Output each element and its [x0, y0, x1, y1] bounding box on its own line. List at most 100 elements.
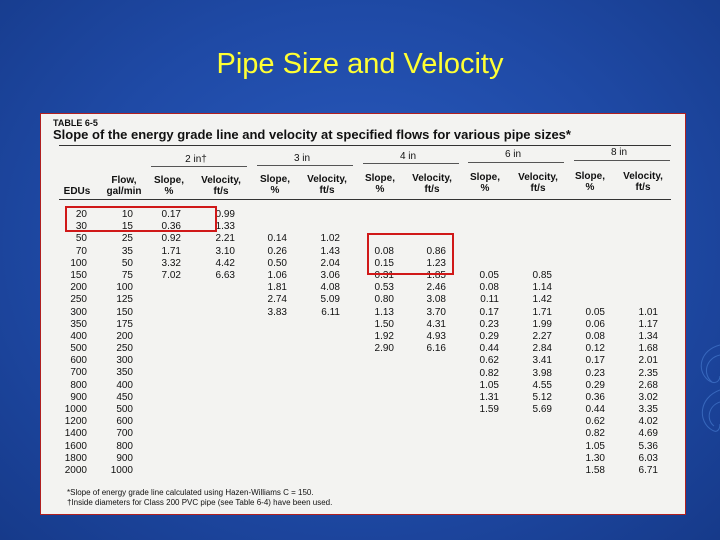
- table-cell: 1.01: [638, 306, 658, 318]
- table-cell: 5.12: [532, 391, 552, 403]
- table-cell: 200: [116, 330, 133, 342]
- table-cell: 1.99: [532, 318, 552, 330]
- swirl-decoration: [700, 344, 720, 432]
- table-cell: 0.82: [479, 367, 499, 379]
- header-velocity: Velocity, ft/s: [307, 174, 347, 196]
- table-cell: 700: [70, 367, 87, 379]
- column-slope-6in: 0.05 0.08 0.11 0.17 0.23 0.29 0.44 0.62 0.82 1.05…: [459, 270, 499, 416]
- table-cell: 4.55: [532, 379, 552, 391]
- table-cell: 450: [116, 391, 133, 403]
- column-flow: 10 15 25 35 50 75 100 125 150 175 200 250 300 350 400 4…: [93, 209, 133, 477]
- table-cell: 5.36: [638, 440, 658, 452]
- table-cell: 5.09: [320, 294, 340, 306]
- table-cell: 800: [116, 440, 133, 452]
- table-cell: 0.99: [215, 209, 235, 220]
- table-cell: 1.06: [267, 269, 287, 281]
- table-cell: 0.06: [585, 318, 605, 330]
- table-cell: 350: [70, 318, 87, 330]
- footnote-slope: *Slope of energy grade line calculated u…: [67, 488, 314, 497]
- table-cell: 1.05: [479, 379, 499, 391]
- table-cell: 50: [121, 257, 133, 269]
- table-cell: 6.03: [638, 452, 658, 464]
- table-cell: 6.11: [321, 306, 340, 318]
- table-cell: 1600: [64, 440, 87, 452]
- table-cell: 800: [70, 379, 87, 391]
- header-slope: Slope,%: [364, 173, 395, 195]
- table-cell: 2000: [64, 464, 87, 476]
- table-cell: 2.68: [638, 379, 658, 391]
- column-slope-4in: 0.08 0.15 0.31 0.53 0.80 1.13 1.50 1.92 2.90: [354, 246, 394, 356]
- table-cell: 6.71: [638, 465, 658, 477]
- table-cell: 0.31: [374, 269, 394, 281]
- table-cell: 0.23: [479, 318, 499, 330]
- table-cell: 0.82: [585, 428, 605, 440]
- table-cell: 1.71: [532, 306, 552, 318]
- table-cell: 10: [121, 209, 133, 220]
- table-cell: 0.92: [161, 233, 181, 245]
- table-cell: 0.86: [426, 245, 446, 257]
- table-cell: 900: [116, 452, 133, 464]
- table-cell: 0.11: [480, 294, 499, 306]
- table-cell: 1.50: [374, 318, 394, 330]
- table-cell: 4.69: [638, 428, 658, 440]
- table-cell: 25: [121, 233, 133, 245]
- table-cell: 3.02: [638, 391, 658, 403]
- size-6in: 6 in: [504, 149, 522, 160]
- size-rule: [363, 163, 459, 164]
- table-cell: 15: [121, 221, 133, 233]
- table-cell: 500: [116, 404, 133, 415]
- table-label: TABLE 6-5: [53, 118, 98, 128]
- table-cell: 1.34: [638, 330, 658, 342]
- table-cell: 0.14: [267, 233, 287, 245]
- table-cell: 2.90: [374, 343, 394, 355]
- header-slope: Slope,%: [153, 175, 184, 197]
- highlight-box-edus: [65, 206, 217, 232]
- table-cell: 3.10: [215, 245, 235, 257]
- table-cell: 1.30: [585, 452, 605, 464]
- table-cell: 2.46: [426, 282, 446, 294]
- header-slope: Slope,%: [574, 171, 605, 193]
- table-cell: 3.06: [320, 269, 340, 281]
- table-cell: 0.08: [479, 282, 499, 294]
- table-cell: 0.44: [479, 343, 499, 355]
- highlight-box-4in: [367, 233, 454, 275]
- table-cell: 0.08: [585, 330, 605, 342]
- table-cell: 0.17: [479, 306, 499, 318]
- footnote-diameter: †Inside diameters for Class 200 PVC pipe…: [67, 498, 333, 507]
- header-velocity: Velocity, ft/s: [201, 175, 241, 197]
- table-cell: 5.69: [532, 404, 552, 416]
- table-cell: 0.29: [479, 330, 499, 342]
- table-cell: 1000: [64, 404, 87, 415]
- table-cell: 0.08: [374, 245, 394, 257]
- table-cell: 2.21: [215, 233, 235, 245]
- header-bottom-rule: [59, 199, 671, 200]
- table-cell: 600: [116, 416, 133, 428]
- table-cell: 0.26: [267, 245, 287, 257]
- table-cell: 0.62: [585, 416, 605, 428]
- table-cell: 1.05: [585, 440, 605, 452]
- table-cell: 2.84: [532, 343, 552, 355]
- table-image: TABLE 6-5 Slope of the energy grade line…: [40, 113, 686, 515]
- table-cell: 3.83: [267, 306, 287, 318]
- column-slope-8in: 0.05 0.06 0.08 0.12 0.17 0.23 0.29 0.36 0.44 0.62…: [565, 307, 605, 478]
- table-cell: 0.05: [585, 306, 605, 318]
- size-rule: [257, 165, 353, 166]
- table-cell: 3.35: [638, 404, 658, 416]
- table-cell: 0.80: [374, 294, 394, 306]
- table-cell: 4.93: [426, 330, 446, 342]
- header-edus: EDUs: [63, 186, 91, 197]
- table-cell: 6.16: [426, 343, 446, 355]
- table-cell: 2.04: [320, 257, 340, 269]
- table-cell: 1000: [110, 464, 133, 476]
- table-cell: 300: [70, 306, 87, 318]
- table-cell: 700: [116, 428, 133, 440]
- size-rule: [468, 162, 564, 163]
- table-cell: 1.42: [532, 294, 552, 306]
- table-title: Slope of the energy grade line and veloc…: [53, 127, 571, 142]
- table-cell: 1.92: [374, 330, 394, 342]
- table-cell: 0.50: [267, 257, 287, 269]
- table-cell: 0.85: [532, 270, 552, 281]
- table-cell: 3.08: [426, 294, 446, 306]
- header-flow: Flow, gal/min: [106, 175, 142, 197]
- table-cell: 3.41: [532, 355, 552, 367]
